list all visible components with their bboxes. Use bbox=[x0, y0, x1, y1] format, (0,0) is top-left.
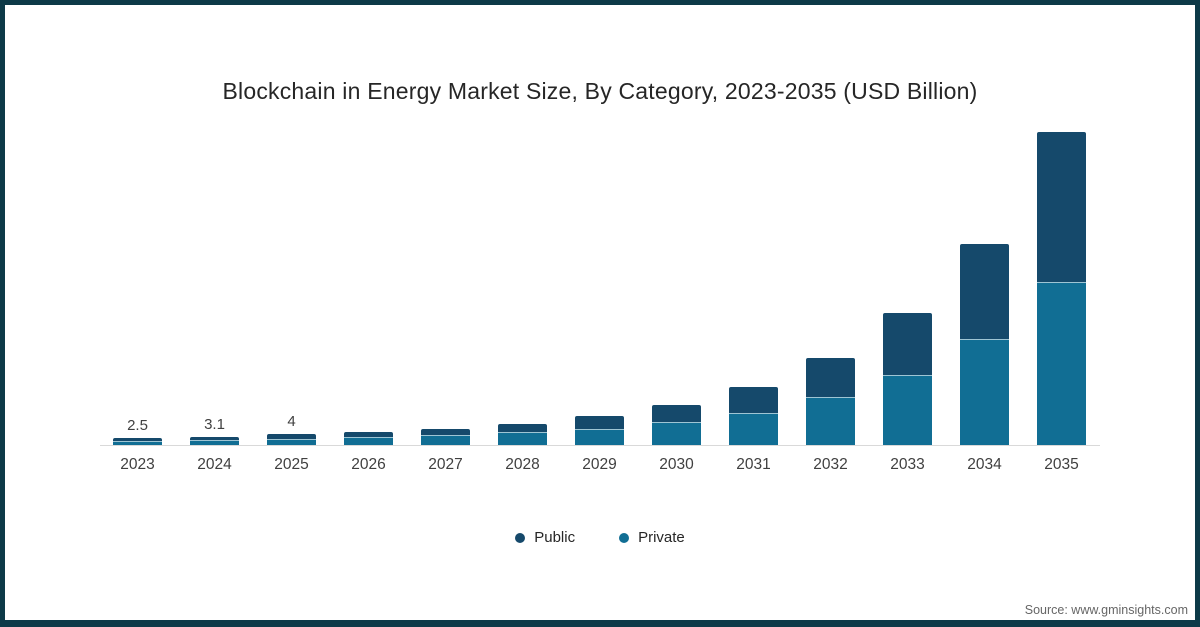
bar-group bbox=[1037, 132, 1086, 445]
bar-stack bbox=[190, 436, 239, 445]
bar-segment-private[interactable] bbox=[344, 437, 393, 445]
x-axis-line bbox=[100, 445, 1100, 446]
bar-stack bbox=[421, 428, 470, 445]
bars-container: 2.5 3.1 4 bbox=[113, 127, 1087, 445]
legend-marker-icon bbox=[515, 532, 526, 543]
bar-stack bbox=[498, 423, 547, 445]
bar-group bbox=[729, 386, 778, 445]
x-axis-labels: 2023 2024 2025 2026 2027 2028 2029 2030 2031 2032… bbox=[113, 456, 1087, 474]
x-axis-tick-label: 2033 bbox=[890, 456, 925, 473]
bar-stack bbox=[267, 434, 316, 445]
bar-value-label: 3.1 bbox=[204, 415, 225, 433]
bar-segment-public[interactable] bbox=[421, 428, 470, 435]
bar-group bbox=[344, 431, 393, 445]
bar-group bbox=[652, 405, 701, 445]
bar-value-label: 4 bbox=[287, 413, 296, 431]
bar-segment-public[interactable] bbox=[498, 423, 547, 432]
x-axis-tick-label: 2028 bbox=[505, 456, 540, 473]
bar-segment-private[interactable] bbox=[652, 422, 701, 445]
bar-segment-private[interactable] bbox=[267, 438, 316, 445]
bar-segment-private[interactable] bbox=[421, 434, 470, 445]
bar-segment-public[interactable] bbox=[267, 434, 316, 439]
bar-group bbox=[960, 243, 1009, 445]
bar-segment-private[interactable] bbox=[498, 431, 547, 445]
chart-title: Blockchain in Energy Market Size, By Cat… bbox=[222, 78, 978, 104]
bar-segment-private[interactable] bbox=[960, 339, 1009, 445]
bar-stack bbox=[883, 312, 932, 445]
x-axis-tick-label: 2035 bbox=[1044, 456, 1079, 473]
x-axis-tick-label: 2031 bbox=[736, 456, 771, 473]
bar-group: 2.5 bbox=[113, 418, 162, 445]
x-axis-tick-label: 2032 bbox=[813, 456, 848, 473]
bar-group bbox=[806, 357, 855, 445]
bar-group bbox=[575, 415, 624, 445]
bar-stack bbox=[575, 415, 624, 445]
bar-segment-public[interactable] bbox=[344, 431, 393, 438]
x-axis-tick-label: 2023 bbox=[120, 456, 155, 473]
bar-stack bbox=[652, 405, 701, 445]
legend-label: Public bbox=[534, 529, 576, 546]
bar-group: 3.1 bbox=[190, 417, 239, 445]
legend: Public Private bbox=[0, 529, 1200, 546]
x-axis-tick-label: 2024 bbox=[197, 456, 232, 473]
bar-segment-private[interactable] bbox=[1037, 282, 1086, 445]
bar-group bbox=[421, 428, 470, 445]
bar-segment-public[interactable] bbox=[1037, 132, 1086, 283]
bar-segment-private[interactable] bbox=[575, 428, 624, 445]
bar-group: 4 bbox=[267, 414, 316, 445]
x-axis-tick-label: 2029 bbox=[582, 456, 617, 473]
bar-segment-public[interactable] bbox=[190, 436, 239, 441]
bar-group bbox=[498, 423, 547, 445]
bar-segment-public[interactable] bbox=[652, 405, 701, 423]
bar-segment-public[interactable] bbox=[729, 386, 778, 414]
x-axis-tick-label: 2034 bbox=[967, 456, 1002, 473]
bar-segment-private[interactable] bbox=[113, 441, 162, 445]
bar-segment-private[interactable] bbox=[190, 440, 239, 445]
x-axis-tick-label: 2030 bbox=[659, 456, 694, 473]
legend-item-private[interactable]: Private bbox=[619, 529, 685, 546]
legend-item-public[interactable]: Public bbox=[515, 529, 575, 546]
bar-segment-private[interactable] bbox=[729, 413, 778, 445]
bar-stack bbox=[344, 431, 393, 445]
bar-stack bbox=[806, 357, 855, 445]
bar-group bbox=[883, 312, 932, 445]
legend-marker-icon bbox=[619, 532, 630, 543]
bar-segment-private[interactable] bbox=[806, 397, 855, 445]
x-axis-tick-label: 2026 bbox=[351, 456, 386, 473]
bar-segment-public[interactable] bbox=[960, 243, 1009, 339]
legend-label: Private bbox=[638, 529, 685, 546]
source-credit: Source: www.gminsights.com bbox=[1024, 603, 1188, 617]
bar-stack bbox=[729, 386, 778, 445]
bar-segment-public[interactable] bbox=[806, 357, 855, 398]
x-axis-tick-label: 2025 bbox=[274, 456, 309, 473]
bar-stack bbox=[1037, 132, 1086, 445]
bar-stack bbox=[113, 438, 162, 445]
bar-stack bbox=[960, 243, 1009, 445]
bar-value-label: 2.5 bbox=[127, 417, 148, 435]
bar-segment-public[interactable] bbox=[113, 438, 162, 442]
bar-segment-public[interactable] bbox=[883, 312, 932, 375]
bar-segment-public[interactable] bbox=[575, 415, 624, 429]
x-axis-tick-label: 2027 bbox=[428, 456, 463, 473]
bar-segment-private[interactable] bbox=[883, 374, 932, 445]
